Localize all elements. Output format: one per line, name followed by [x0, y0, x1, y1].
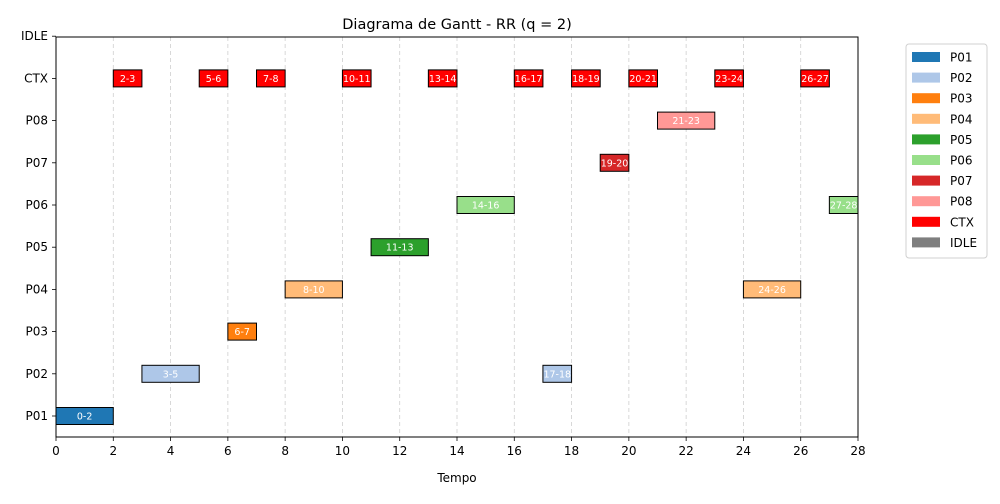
grid-lines	[112, 37, 802, 437]
gantt-bar-ctx	[800, 69, 830, 88]
gantt-bar-label: 27-28	[830, 201, 858, 212]
x-tick-label: 26	[793, 444, 808, 458]
legend-label-p01: P01	[950, 51, 973, 65]
legend-label-p05: P05	[950, 133, 973, 147]
y-tick-label-p04: P04	[25, 282, 48, 296]
gantt-bar-p02	[542, 364, 573, 383]
legend-label-p03: P03	[950, 92, 973, 106]
legend-swatch-idle	[912, 237, 940, 248]
gantt-bar-ctx	[427, 69, 458, 88]
gantt-bar-label: 20-21	[629, 74, 657, 85]
y-tick-label-idle: IDLE	[21, 29, 48, 43]
gantt-bar-label: 6-7	[234, 327, 250, 338]
gantt-bar-label: 24-26	[758, 285, 786, 296]
legend-label-ctx: CTX	[950, 215, 974, 229]
gantt-bar-label: 14-16	[472, 201, 500, 212]
axes: 0 2 4 6 8 10 12 14 16 18 20 22 24 26 28P01P02P03P04P05…	[21, 29, 866, 458]
y-tick-label-p02: P02	[25, 367, 48, 381]
gantt-bars: 0-2 2-3 3-5 5-6 6-7 7-8 8-10 10-11 11-13 13-14 14-…	[55, 69, 859, 425]
gantt-bar-p05	[370, 238, 429, 257]
x-tick-label: 0	[52, 444, 60, 458]
y-tick-label-p05: P05	[25, 240, 48, 254]
gantt-bar-label: 16-17	[515, 74, 543, 85]
gantt-bar-label: 0-2	[77, 412, 93, 423]
gantt-bar-label: 18-19	[572, 74, 600, 85]
gantt-bar-label: 23-24	[715, 74, 743, 85]
legend: P01 P02 P03 P04 P05 P06 P07 P08 CTX IDLE	[905, 43, 988, 259]
x-axis-title: Tempo	[436, 471, 476, 485]
legend-label-p04: P04	[950, 112, 973, 126]
x-tick-label: 6	[224, 444, 232, 458]
y-tick-label-p01: P01	[25, 409, 48, 423]
gantt-bar-ctx	[341, 69, 372, 88]
gantt-bar-label: 5-6	[206, 74, 222, 85]
gantt-bar-ctx	[571, 69, 601, 88]
legend-swatch-p08	[912, 196, 940, 207]
x-tick-label: 2	[109, 444, 117, 458]
gantt-bar-label: 26-27	[801, 74, 829, 85]
gantt-bar-label: 19-20	[601, 158, 629, 169]
gantt-bar-label: 21-23	[672, 116, 700, 127]
x-tick-label: 28	[850, 444, 865, 458]
legend-swatch-p01	[912, 52, 940, 62]
legend-label-p06: P06	[950, 154, 973, 168]
x-tick-label: 8	[281, 444, 289, 458]
x-tick-label: 14	[449, 444, 464, 458]
gantt-bar-ctx	[198, 69, 229, 88]
legend-label-p02: P02	[950, 71, 973, 85]
y-tick-label-p07: P07	[25, 156, 48, 170]
legend-label-idle: IDLE	[950, 236, 977, 250]
gantt-bar-p06	[456, 196, 515, 214]
gantt-bar-label: 2-3	[120, 74, 136, 85]
gantt-bar-label: 11-13	[386, 243, 414, 254]
gantt-bar-p04	[284, 280, 343, 299]
y-tick-label-p06: P06	[25, 198, 48, 212]
gantt-bar-p08	[657, 111, 716, 130]
legend-swatch-p05	[912, 134, 940, 145]
gantt-bar-ctx	[112, 69, 143, 88]
legend-label-p07: P07	[950, 174, 973, 188]
gantt-bar-ctx	[513, 69, 544, 88]
legend-swatch-p03	[912, 93, 940, 104]
gantt-bar-label: 17-18	[543, 369, 571, 380]
y-tick-label-ctx: CTX	[24, 71, 48, 85]
legend-swatch-p07	[912, 175, 940, 186]
x-tick-label: 24	[736, 444, 751, 458]
x-tick-label: 10	[335, 444, 350, 458]
gantt-bar-label: 7-8	[263, 74, 279, 85]
x-tick-label: 22	[679, 444, 694, 458]
legend-swatch-p06	[912, 155, 940, 165]
gantt-bar-p02	[141, 364, 200, 383]
gantt-bar-label: 8-10	[303, 285, 325, 296]
legend-label-p08: P08	[950, 195, 973, 209]
chart-title: Diagrama de Gantt - RR (q = 2)	[342, 17, 572, 33]
gantt-bar-label: 13-14	[429, 74, 457, 85]
gantt-bar-p03	[227, 322, 258, 341]
gantt-bar-ctx	[714, 69, 744, 88]
legend-swatch-p02	[912, 72, 940, 83]
legend-swatch-ctx	[912, 216, 940, 227]
x-tick-label: 12	[392, 444, 407, 458]
gantt-bar-label: 10-11	[343, 74, 371, 85]
y-tick-label-p08: P08	[25, 114, 48, 128]
gantt-bar-ctx	[628, 69, 658, 88]
gantt-bar-ctx	[256, 69, 286, 88]
x-tick-label: 18	[564, 444, 579, 458]
y-tick-label-p03: P03	[25, 325, 48, 339]
gantt-bar-label: 3-5	[163, 369, 179, 380]
x-tick-label: 16	[507, 444, 522, 458]
x-tick-label: 4	[167, 444, 175, 458]
gantt-bar-p04	[742, 280, 802, 299]
gantt-bar-p07	[599, 153, 630, 172]
legend-swatch-p04	[912, 113, 940, 124]
x-tick-label: 20	[621, 444, 636, 458]
